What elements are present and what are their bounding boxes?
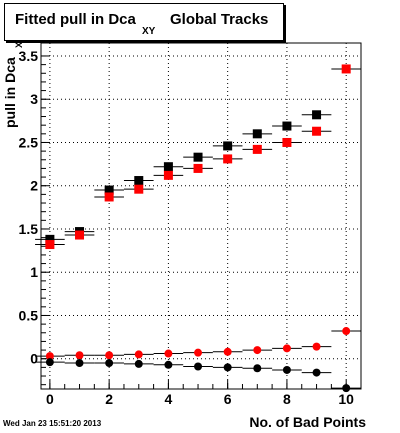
y-tick-label: 2: [30, 178, 38, 194]
chart-title-subscript: XY: [142, 26, 156, 37]
data-point-circle: [164, 360, 173, 369]
data-markers: [35, 64, 361, 393]
y-tick-label: 1.5: [19, 221, 39, 237]
x-tick-label: 6: [224, 391, 232, 407]
x-tick-label: 8: [283, 391, 291, 407]
data-point-circle: [75, 359, 84, 368]
chart-title-suffix: Global Tracks: [170, 11, 269, 28]
y-tick-label: 0: [30, 351, 38, 367]
data-point-square: [312, 126, 322, 136]
y-tick-label: 3: [30, 91, 38, 107]
data-point-circle: [134, 359, 143, 368]
data-point-square: [193, 152, 203, 162]
data-point-circle: [253, 346, 262, 355]
data-point-circle: [134, 350, 143, 359]
data-point-circle: [223, 347, 232, 356]
data-point-square: [45, 240, 55, 250]
data-point-square: [223, 141, 233, 151]
data-point-square: [193, 163, 203, 173]
axis-ticks: [41, 55, 347, 389]
data-point-circle: [342, 327, 351, 336]
data-point-circle: [342, 384, 351, 393]
data-point-square: [134, 176, 144, 186]
data-point-square: [282, 121, 292, 131]
y-tick-label: 2.5: [19, 134, 39, 150]
data-point-square: [223, 154, 233, 164]
data-point-square: [104, 192, 114, 202]
data-point-circle: [282, 344, 291, 353]
data-point-square: [252, 129, 262, 139]
data-point-square: [252, 144, 262, 154]
chart-title: Fitted pull in Dca: [15, 11, 136, 28]
x-tick-label: 2: [105, 391, 113, 407]
data-point-square: [163, 162, 173, 172]
x-axis-label: No. of Bad Points: [249, 414, 366, 430]
title-box: Fitted pull in Dca XY Global Tracks: [4, 3, 284, 41]
data-point-circle: [45, 358, 54, 367]
y-axis-label: pull in Dca: [2, 57, 18, 128]
data-point-circle: [312, 368, 321, 377]
data-point-square: [282, 137, 292, 147]
data-point-circle: [312, 342, 321, 351]
data-point-circle: [105, 359, 114, 368]
y-tick-label: 1: [30, 264, 38, 280]
data-point-square: [341, 64, 351, 74]
data-point-circle: [223, 363, 232, 372]
plot-frame: [40, 42, 362, 390]
data-point-square: [104, 185, 114, 195]
x-tick-label: 0: [46, 391, 54, 407]
y-tick-label: 3.5: [19, 48, 39, 64]
data-point-circle: [105, 351, 114, 360]
data-point-square: [312, 110, 322, 120]
y-tick-label: 0.5: [19, 307, 39, 323]
x-tick-label: 4: [165, 391, 173, 407]
data-point-square: [134, 184, 144, 194]
y-axis-label-group: pull in Dca XY: [2, 36, 24, 128]
tick-labels: 0 2 4 6 8 10 0 0.5 1 1.5 2 2.5 3 3.5: [19, 48, 355, 407]
timestamp: Wed Jan 23 15:51:20 2013: [3, 419, 102, 428]
x-tick-label: 10: [338, 391, 354, 407]
data-point-square: [75, 230, 85, 240]
data-point-circle: [253, 364, 262, 373]
grid-lines: [41, 43, 361, 389]
data-point-circle: [282, 365, 291, 374]
data-point-circle: [75, 351, 84, 360]
data-point-circle: [164, 349, 173, 358]
y-axis-label-subscript: XY: [14, 36, 24, 48]
data-point-circle: [194, 362, 203, 371]
data-point-circle: [194, 348, 203, 357]
data-point-square: [163, 170, 173, 180]
data-point-square: [45, 234, 55, 244]
data-point-circle: [45, 352, 54, 361]
